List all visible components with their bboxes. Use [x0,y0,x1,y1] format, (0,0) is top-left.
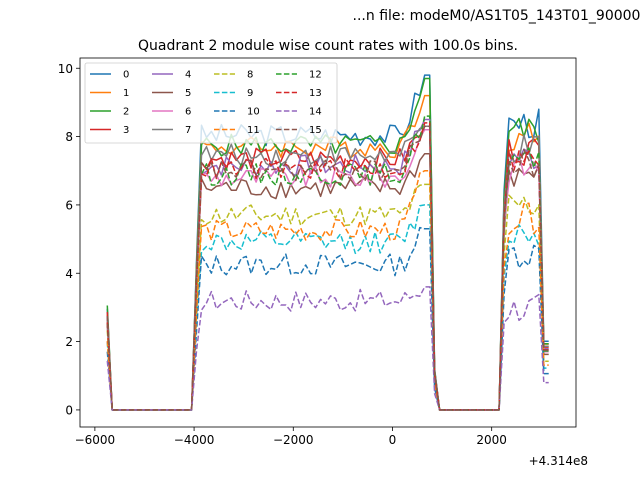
legend-label-1: 1 [123,88,129,99]
y-tick-label: 10 [58,62,73,76]
legend-box [84,62,338,144]
x-tick-label: −6000 [75,433,116,447]
y-tick-label: 0 [65,403,73,417]
legend-label-9: 9 [247,88,253,99]
x-tick-label: −4000 [174,433,215,447]
x-offset-label: +4.314e8 [529,454,588,468]
legend-label-15: 15 [309,125,322,136]
y-tick-label: 8 [65,130,73,144]
x-tick-label: 2000 [476,433,507,447]
series-line-15 [106,125,549,411]
axes-frame [79,57,577,428]
y-tick-label: 4 [65,267,73,281]
legend-label-8: 8 [247,70,253,81]
chart-title: Quadrant 2 module wise count rates with … [138,38,518,54]
y-tick-label: 6 [65,198,73,212]
legend-label-12: 12 [309,70,322,81]
x-tick-label: −2000 [273,433,314,447]
legend-label-14: 14 [309,107,322,118]
legend-label-10: 10 [247,107,260,118]
legend-label-3: 3 [123,125,129,136]
legend-label-4: 4 [185,70,191,81]
legend-label-7: 7 [185,125,191,136]
legend-label-11: 11 [247,125,260,136]
legend-label-6: 6 [185,107,191,118]
x-axis: −6000 −4000 −2000 0 2000 [75,427,507,447]
y-tick-label: 2 [65,335,73,349]
legend-label-0: 0 [123,70,129,81]
chart-suptitle: ...n file: modeM0/AS1T05_143T01_90000058… [353,8,640,24]
x-tick-label: 0 [389,433,397,447]
y-axis: 0 2 4 6 8 10 [58,62,80,417]
legend-label-5: 5 [185,88,191,99]
legend-label-13: 13 [309,88,322,99]
legend-label-2: 2 [123,107,129,118]
